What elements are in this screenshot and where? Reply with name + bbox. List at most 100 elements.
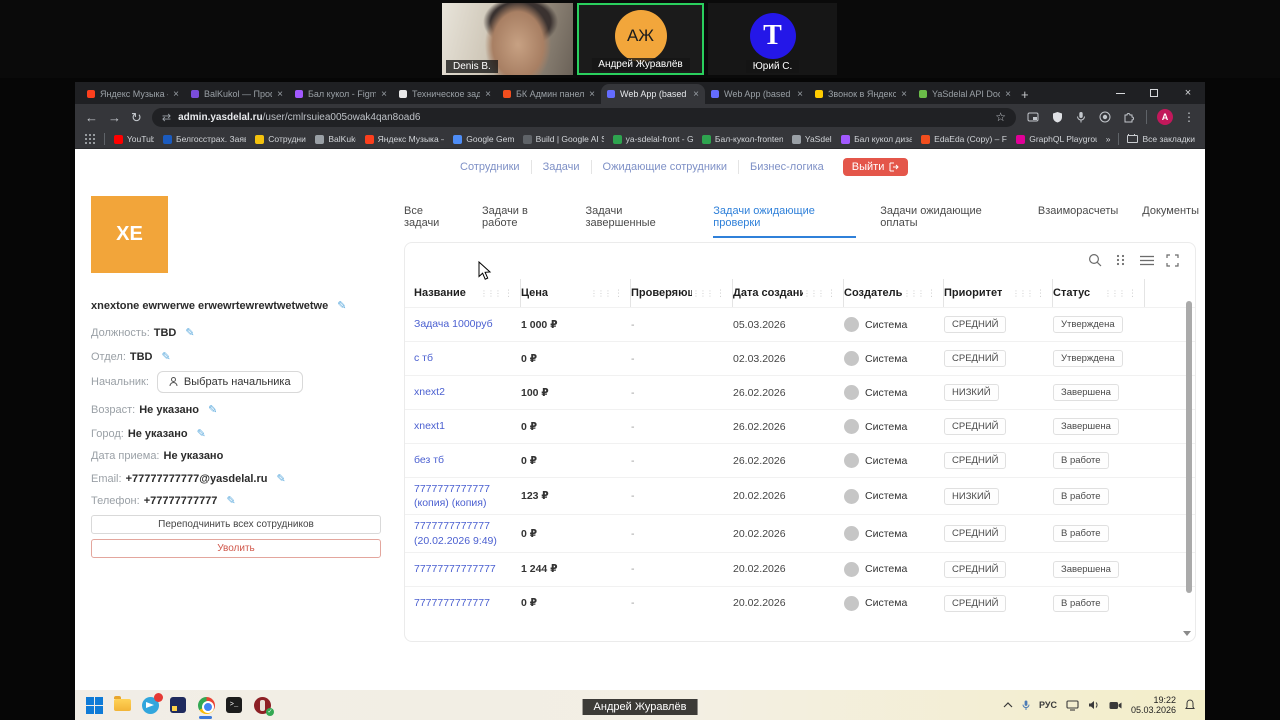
address-bar[interactable]: ⇄ admin.yasdelal.ru/user/cmlrsuiea005owa… <box>151 107 1016 127</box>
bookmark-item[interactable]: EdaEda (Copy) – Fig... <box>921 134 1007 144</box>
column-drag-icon[interactable]: ⋮⋮⋮ <box>1012 288 1034 298</box>
row-density-icon[interactable] <box>1140 255 1154 266</box>
table-row[interactable]: Задача 1000руб 1 000 ₽ - 05.03.2026 Сист… <box>405 307 1195 341</box>
file-explorer-icon[interactable] <box>113 696 131 714</box>
table-header-cell[interactable]: Приоритет ⋮⋮⋮ ⋮ <box>944 279 1053 307</box>
tray-mic-icon[interactable] <box>1022 700 1030 711</box>
edit-email-icon[interactable]: ✎ <box>276 473 286 485</box>
table-header-cell[interactable]: Название ⋮⋮⋮ ⋮ <box>414 279 521 307</box>
edit-phone-icon[interactable]: ✎ <box>226 495 236 507</box>
table-row[interactable]: без тб 0 ₽ - 26.02.2026 Система СРЕДНИЙ … <box>405 443 1195 477</box>
tray-language[interactable]: РУС <box>1038 700 1057 710</box>
column-menu-icon[interactable]: ⋮ <box>614 287 623 298</box>
table-row[interactable]: xnext2 100 ₽ - 26.02.2026 Система НИЗКИЙ… <box>405 375 1195 409</box>
table-row[interactable]: 7777777777777 (20.02.2026 9:49) 0 ₽ - 20… <box>405 514 1195 551</box>
close-button[interactable]: × <box>1184 87 1192 99</box>
browser-tab[interactable]: BalKukol — Профиль × <box>185 84 289 104</box>
tab-close-icon[interactable]: × <box>1005 88 1011 100</box>
restore-button[interactable] <box>1137 82 1171 104</box>
edit-position-icon[interactable]: ✎ <box>185 327 195 339</box>
column-drag-icon[interactable]: ⋮⋮⋮ <box>903 288 925 298</box>
task-tab[interactable]: Задачи ожидающие проверки <box>713 205 857 238</box>
task-tab[interactable]: Документы <box>1142 205 1199 217</box>
table-row[interactable]: 7777777777777 (копия) (копия) 123 ₽ - 20… <box>405 477 1195 514</box>
browser-tab[interactable]: YaSdelal API Docume... × <box>913 84 1017 104</box>
edit-city-icon[interactable]: ✎ <box>196 428 206 440</box>
table-scrollbar[interactable] <box>1186 301 1192 593</box>
choose-boss-button[interactable]: Выбрать начальника <box>156 371 303 393</box>
scroll-down-icon[interactable] <box>1183 631 1191 636</box>
microphone-icon[interactable] <box>1074 110 1088 124</box>
bookmark-item[interactable]: Белгосстрах. Заявк... <box>163 134 246 144</box>
browser-tab[interactable]: Web App (based on ... × <box>705 84 809 104</box>
app-nav-link[interactable]: Бизнес-логика <box>750 161 824 173</box>
browser-tab[interactable]: Web App (based on ... × <box>601 84 705 104</box>
bookmark-star-icon[interactable]: ☆ <box>995 110 1006 124</box>
tray-clock[interactable]: 19:22 05.03.2026 <box>1131 695 1176 716</box>
tray-bell-icon[interactable] <box>1185 699 1195 711</box>
column-drag-icon[interactable]: ⋮⋮⋮ <box>590 288 612 298</box>
participant-tile-andrey-active-speaker[interactable]: АЖ Андрей Журавлёв <box>577 3 704 75</box>
column-drag-icon[interactable]: ⋮⋮⋮ <box>803 288 825 298</box>
logout-button[interactable]: Выйти <box>842 158 909 176</box>
fire-button[interactable]: Уволить <box>91 539 381 558</box>
task-name-link[interactable]: 7777777777777 (копия) (копия) <box>414 483 490 510</box>
task-name-link[interactable]: Задача 1000руб <box>414 318 493 331</box>
column-menu-icon[interactable]: ⋮ <box>1036 287 1045 298</box>
bookmark-item[interactable]: Бал-кукол-frontend... <box>701 134 783 144</box>
forward-icon[interactable]: → <box>108 109 121 125</box>
participant-tile-denis[interactable]: Denis B. <box>442 3 573 75</box>
bookmark-item[interactable]: Сотрудники <box>255 134 306 144</box>
browser-tab[interactable]: Яндекс Музыка — с... × <box>81 84 185 104</box>
pip-icon[interactable] <box>1026 110 1040 124</box>
bookmark-item[interactable]: YaSdelal <box>791 134 832 144</box>
record-icon[interactable] <box>1098 110 1112 124</box>
table-header-cell[interactable]: Проверяющие ⋮⋮⋮ ⋮ <box>631 279 733 307</box>
column-menu-icon[interactable]: ⋮ <box>1128 287 1137 298</box>
table-header-cell[interactable]: Статус ⋮⋮⋮ ⋮ <box>1053 279 1145 307</box>
task-name-link[interactable]: 7777777777777 <box>414 597 490 610</box>
browser-tab[interactable]: Бал кукол - Figma × <box>289 84 393 104</box>
bookmark-item[interactable]: BalKukol <box>315 134 356 144</box>
all-bookmarks-button[interactable]: Все закладки <box>1127 134 1195 144</box>
terminal-icon[interactable]: >_ <box>225 696 243 714</box>
task-tab[interactable]: Задачи ожидающие оплаты <box>880 205 982 229</box>
tab-close-icon[interactable]: × <box>485 88 491 100</box>
app-nav-link[interactable]: Сотрудники <box>460 160 532 174</box>
task-name-link[interactable]: 7777777777777 (20.02.2026 9:49) <box>414 520 497 547</box>
tray-chevron-icon[interactable] <box>1003 702 1013 708</box>
task-tab[interactable]: Задачи в работе <box>482 205 528 229</box>
tab-close-icon[interactable]: × <box>797 88 803 100</box>
back-icon[interactable]: ← <box>85 109 98 125</box>
tray-network-icon[interactable] <box>1066 699 1079 711</box>
apps-grid-icon[interactable] <box>85 134 95 144</box>
start-button[interactable] <box>85 696 103 714</box>
tab-close-icon[interactable]: × <box>381 88 387 100</box>
browser-tab[interactable]: Звонок в Яндекс... × <box>809 84 913 104</box>
tab-close-icon[interactable]: × <box>277 88 283 100</box>
browser-profile-avatar[interactable]: A <box>1157 109 1173 125</box>
chrome-icon-active[interactable] <box>197 696 215 719</box>
task-tab[interactable]: Взаиморасчеты <box>1037 205 1119 217</box>
column-menu-icon[interactable]: ⋮ <box>927 287 936 298</box>
browser-menu-icon[interactable]: ⋮ <box>1183 110 1195 124</box>
app-nav-link[interactable]: Задачи <box>532 160 592 174</box>
reassign-employees-button[interactable]: Переподчинить всех сотрудников <box>91 515 381 534</box>
task-name-link[interactable]: xnext1 <box>414 420 445 433</box>
table-header-cell[interactable]: Создатель ⋮⋮⋮ ⋮ <box>844 279 944 307</box>
task-name-link[interactable]: xnext2 <box>414 386 445 399</box>
telegram-icon[interactable] <box>141 693 163 714</box>
tray-camera-icon[interactable] <box>1109 701 1122 710</box>
task-tab[interactable]: Все задачи <box>404 205 440 229</box>
table-row[interactable]: 7777777777777 0 ₽ - 20.02.2026 Система С… <box>405 585 1195 620</box>
tab-close-icon[interactable]: × <box>901 88 907 100</box>
extensions-puzzle-icon[interactable] <box>1122 110 1136 124</box>
participant-tile-yuri[interactable]: T Юрий С. <box>708 3 837 75</box>
edit-name-icon[interactable]: ✎ <box>337 300 347 312</box>
reload-icon[interactable]: ↻ <box>131 109 142 125</box>
column-drag-icon[interactable]: ⋮⋮⋮ <box>480 288 502 298</box>
edit-age-icon[interactable]: ✎ <box>208 404 218 416</box>
bookmark-item[interactable]: ya-sdelal-front - Go... <box>612 134 693 144</box>
bookmark-item[interactable]: Build | Google AI St... <box>522 134 604 144</box>
bookmark-item[interactable]: GraphQL Playground <box>1016 134 1097 144</box>
